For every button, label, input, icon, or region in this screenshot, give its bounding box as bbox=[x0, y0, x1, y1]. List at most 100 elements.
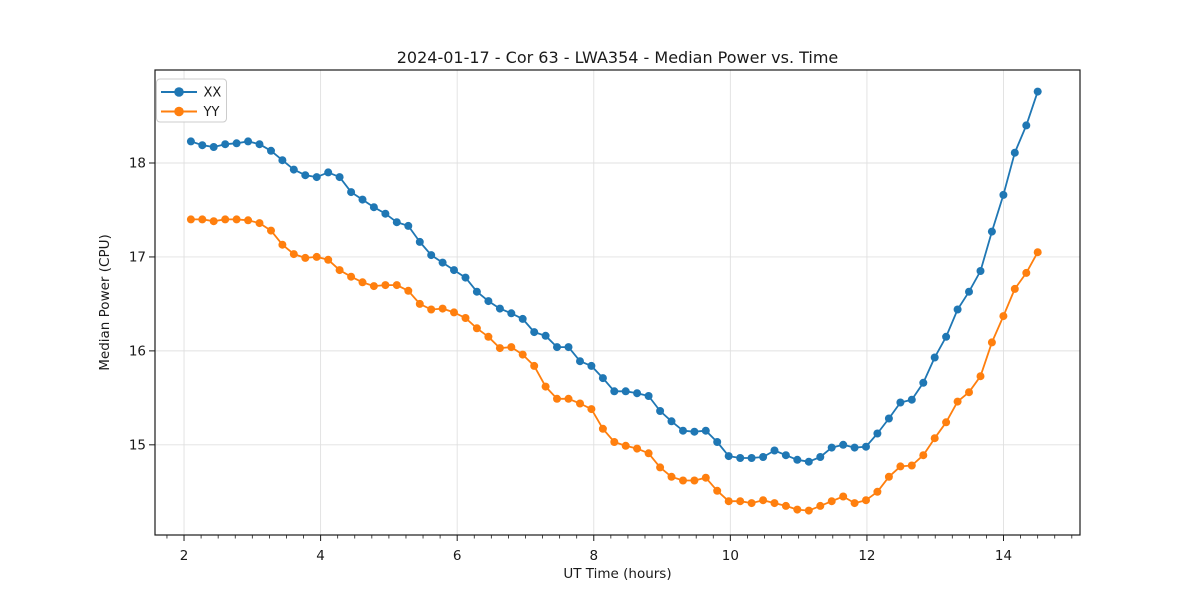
data-point-yy bbox=[301, 253, 310, 262]
data-point-xx bbox=[507, 309, 516, 318]
data-point-xx bbox=[587, 361, 596, 370]
data-point-yy bbox=[518, 350, 527, 359]
data-point-xx bbox=[495, 304, 504, 313]
x-tick-label: 2 bbox=[180, 548, 189, 564]
data-point-yy bbox=[713, 486, 722, 495]
legend-item: XX bbox=[161, 86, 221, 101]
data-point-xx bbox=[907, 395, 916, 404]
data-point-xx bbox=[1022, 121, 1031, 130]
data-point-xx bbox=[347, 188, 356, 197]
data-point-yy bbox=[827, 497, 836, 506]
data-point-yy bbox=[987, 338, 996, 347]
data-point-yy bbox=[232, 215, 241, 224]
data-point-yy bbox=[324, 255, 333, 264]
data-point-yy bbox=[667, 472, 676, 481]
data-point-xx bbox=[621, 387, 630, 396]
data-point-xx bbox=[553, 343, 561, 352]
data-point-yy bbox=[541, 382, 550, 391]
data-point-yy bbox=[278, 240, 287, 249]
data-point-yy bbox=[415, 299, 424, 308]
data-point-xx bbox=[987, 227, 996, 236]
legend-item-label: YY bbox=[203, 105, 220, 120]
series-line-xx bbox=[190, 91, 1039, 463]
data-point-yy bbox=[255, 219, 264, 228]
data-point-yy bbox=[427, 305, 436, 314]
data-point-yy bbox=[999, 312, 1008, 321]
chart-title: 2024-01-17 - Cor 63 - LWA354 - Median Po… bbox=[397, 48, 839, 67]
data-point-xx bbox=[404, 221, 413, 230]
data-point-yy bbox=[907, 461, 916, 470]
data-point-xx bbox=[793, 455, 802, 464]
data-point-yy bbox=[347, 272, 356, 281]
data-point-yy bbox=[976, 372, 985, 381]
data-point-yy bbox=[896, 462, 905, 471]
data-point-yy bbox=[610, 438, 619, 446]
data-point-xx bbox=[461, 273, 470, 282]
data-point-xx bbox=[369, 203, 378, 212]
data-point-yy bbox=[781, 501, 790, 510]
data-point-yy bbox=[953, 397, 962, 406]
legend-item: YY bbox=[161, 105, 219, 120]
data-point-xx bbox=[862, 442, 870, 451]
data-point-yy bbox=[369, 282, 378, 291]
data-point-yy bbox=[587, 405, 596, 414]
data-point-yy bbox=[438, 304, 447, 313]
data-point-xx bbox=[267, 146, 275, 155]
data-point-yy bbox=[793, 505, 802, 514]
x-tick-label: 8 bbox=[589, 548, 598, 564]
data-point-xx bbox=[701, 426, 710, 435]
data-point-xx bbox=[919, 378, 928, 387]
x-tick-label: 12 bbox=[858, 548, 875, 564]
x-tick-label: 10 bbox=[722, 548, 739, 564]
data-point-xx bbox=[232, 139, 241, 148]
data-point-xx bbox=[518, 314, 527, 323]
data-point-yy bbox=[530, 361, 539, 370]
data-point-xx bbox=[896, 398, 905, 407]
data-point-yy bbox=[679, 476, 687, 485]
data-point-yy bbox=[1010, 284, 1019, 293]
data-point-yy bbox=[335, 266, 344, 275]
series-group bbox=[186, 87, 1042, 515]
data-point-yy bbox=[633, 444, 642, 453]
data-point-xx bbox=[610, 387, 619, 396]
data-point-yy bbox=[850, 499, 859, 508]
data-point-xx bbox=[873, 429, 882, 438]
data-point-xx bbox=[484, 297, 493, 306]
data-point-xx bbox=[564, 343, 573, 352]
data-point-yy bbox=[598, 424, 607, 433]
data-point-yy bbox=[312, 252, 321, 261]
data-point-xx bbox=[1010, 148, 1019, 157]
data-point-xx bbox=[747, 454, 756, 462]
data-point-yy bbox=[621, 441, 630, 450]
y-axis-label: Median Power (CPU) bbox=[97, 234, 113, 370]
data-point-yy bbox=[690, 476, 699, 485]
data-point-xx bbox=[667, 417, 676, 426]
data-point-yy bbox=[1022, 268, 1031, 277]
legend-swatch-marker bbox=[174, 87, 184, 97]
data-point-xx bbox=[770, 446, 779, 455]
data-point-yy bbox=[186, 215, 195, 224]
data-point-xx bbox=[839, 440, 848, 449]
data-point-xx bbox=[427, 251, 436, 260]
data-point-yy bbox=[450, 308, 458, 317]
data-point-xx bbox=[392, 218, 401, 227]
data-point-yy bbox=[862, 496, 870, 505]
data-point-xx bbox=[644, 392, 653, 400]
data-point-xx bbox=[381, 209, 390, 218]
data-point-xx bbox=[736, 454, 745, 462]
data-point-xx bbox=[930, 353, 939, 362]
x-tick-label: 4 bbox=[316, 548, 325, 564]
data-point-xx bbox=[781, 451, 790, 460]
data-point-yy bbox=[770, 499, 779, 508]
data-point-xx bbox=[633, 389, 642, 398]
data-point-xx bbox=[450, 266, 458, 275]
data-point-xx bbox=[827, 443, 836, 452]
data-point-yy bbox=[816, 501, 825, 510]
data-point-xx bbox=[221, 140, 230, 149]
data-point-yy bbox=[576, 399, 584, 408]
data-point-yy bbox=[495, 344, 504, 353]
data-point-yy bbox=[804, 506, 813, 515]
data-point-yy bbox=[873, 487, 882, 496]
data-point-yy bbox=[759, 496, 768, 505]
